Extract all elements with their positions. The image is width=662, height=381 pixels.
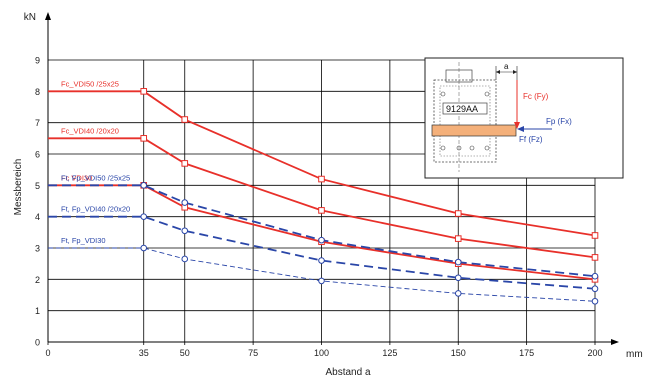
series-label-3: Fc VDI30 bbox=[61, 173, 92, 182]
data-point bbox=[591, 285, 599, 293]
ff-force-label: Ff (Fz) bbox=[519, 135, 543, 144]
y-tick-label: 9 bbox=[35, 56, 40, 66]
series-line-2 bbox=[48, 137, 596, 259]
cutting-tool-bar bbox=[431, 124, 517, 137]
data-point bbox=[454, 235, 462, 242]
data-point bbox=[454, 258, 462, 266]
data-point bbox=[140, 244, 148, 252]
x-tick-label: 200 bbox=[587, 348, 602, 358]
data-point bbox=[591, 272, 599, 280]
data-point bbox=[591, 297, 599, 305]
data-point bbox=[181, 199, 189, 206]
fc-arrow-head bbox=[514, 122, 520, 129]
x-unit-label: mm bbox=[626, 349, 643, 360]
dimension-a bbox=[495, 66, 518, 80]
series-label-6: Ft, Fp_VDI30 bbox=[61, 236, 106, 245]
data-point bbox=[318, 257, 325, 264]
data-point bbox=[591, 254, 599, 261]
x-axis-arrow bbox=[611, 339, 619, 345]
y-tick-label: 4 bbox=[35, 212, 40, 222]
x-tick-label: 125 bbox=[382, 348, 397, 358]
inset-part-number: 9129AA bbox=[446, 104, 478, 114]
data-point bbox=[318, 207, 325, 214]
data-point bbox=[140, 135, 148, 142]
y-tick-label: 8 bbox=[35, 87, 40, 97]
series-label-2: Fc_VDI40 /20x20 bbox=[61, 126, 119, 135]
fp-force-label: Fp (Fx) bbox=[546, 117, 572, 126]
data-point bbox=[181, 227, 189, 235]
x-tick-label: 0 bbox=[45, 348, 50, 358]
series-line-1 bbox=[48, 90, 596, 237]
data-point bbox=[454, 290, 462, 297]
setup-diagram-inset: 9129AA a Fc (Fy) Fp (Fx) Ff (Fz) bbox=[424, 57, 624, 179]
y-axis-title: Messbereich bbox=[13, 159, 24, 216]
axes: 0 1 2 3 4 5 6 7 8 9 0 35 50 75 100 125 150 175 200 bbox=[35, 12, 619, 358]
series-line-6 bbox=[48, 247, 596, 302]
data-point bbox=[181, 116, 189, 123]
x-tick-label: 75 bbox=[248, 348, 258, 358]
data-point bbox=[181, 255, 189, 263]
fp-arrow-head bbox=[517, 126, 524, 132]
series-line-5 bbox=[48, 215, 596, 290]
y-axis-arrow bbox=[45, 12, 51, 20]
y-tick-label: 6 bbox=[35, 150, 40, 160]
y-tick-label: 7 bbox=[35, 118, 40, 128]
data-point bbox=[140, 213, 148, 220]
data-point bbox=[318, 175, 325, 183]
x-tick-label: 100 bbox=[314, 348, 329, 358]
data-point bbox=[318, 277, 325, 285]
data-point bbox=[140, 182, 148, 189]
dimension-a-label: a bbox=[504, 62, 509, 71]
y-tick-label: 5 bbox=[35, 181, 40, 191]
x-tick-label: 35 bbox=[139, 348, 149, 358]
series-layer bbox=[48, 88, 599, 305]
y-tick-label: 2 bbox=[35, 275, 40, 285]
data-point bbox=[454, 210, 462, 217]
series-label-5: Ft, Fp_VDI40 /20x20 bbox=[61, 205, 130, 214]
y-tick-label: 1 bbox=[35, 306, 40, 316]
data-point bbox=[140, 88, 148, 95]
data-point bbox=[591, 232, 599, 239]
series-label-1: Fc_VDI50 /25x25 bbox=[61, 79, 119, 88]
data-point bbox=[181, 160, 189, 167]
series-line-4 bbox=[48, 184, 596, 278]
fc-force-label: Fc (Fy) bbox=[523, 92, 549, 101]
data-point bbox=[454, 274, 462, 282]
x-tick-label: 50 bbox=[180, 348, 190, 358]
y-tick-label: 3 bbox=[35, 244, 40, 254]
x-axis-title: Abstand a bbox=[325, 367, 370, 378]
tool-holder-drawing bbox=[433, 62, 497, 172]
x-tick-label: 175 bbox=[519, 348, 534, 358]
x-tick-label: 150 bbox=[451, 348, 466, 358]
series-label-4: Ft, Fp_VDI50 /25x25 bbox=[61, 173, 130, 182]
y-tick-label: 0 bbox=[35, 338, 40, 348]
series-line-3 bbox=[48, 184, 596, 281]
y-unit-label: kN bbox=[24, 12, 36, 23]
data-point bbox=[318, 236, 325, 244]
